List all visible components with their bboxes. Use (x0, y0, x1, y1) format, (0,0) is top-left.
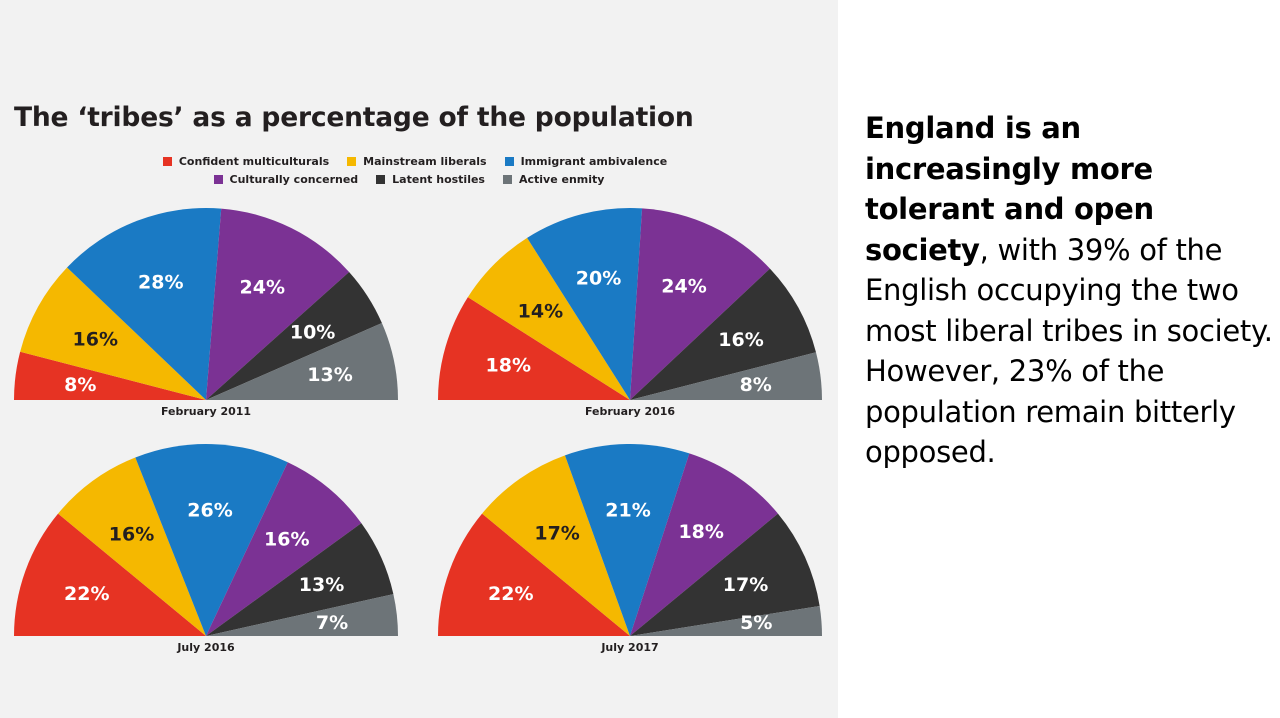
legend-swatch (502, 175, 512, 184)
slice-active-enmity (206, 594, 398, 636)
semicircle-charts: 8% 16% 28% 24% 10% 13% February 2011 18% 14% 20% 2… (13, 207, 822, 654)
chart-caption: February 2011 (161, 405, 251, 418)
slice-value-label: 17% (534, 522, 579, 544)
slice-value-label: 16% (718, 329, 763, 351)
slice-mainstream-liberals (467, 237, 630, 400)
slice-latent-hostiles (630, 268, 816, 400)
slice-value-label: 22% (488, 583, 533, 605)
slice-active-enmity (206, 323, 398, 400)
slice-value-label: 8% (64, 374, 96, 396)
slice-value-label: 5% (740, 612, 772, 634)
legend-swatch (213, 175, 223, 184)
legend-item: Mainstream liberals (347, 155, 487, 168)
legend-swatch (504, 157, 514, 166)
slice-confident-multiculturals (13, 351, 206, 400)
legend-label: Confident multiculturals (178, 155, 330, 168)
slice-culturally-concerned (206, 462, 362, 636)
slice-confident-multiculturals (14, 513, 206, 636)
chart-caption: July 2017 (600, 641, 658, 654)
slice-immigrant-ambivalence (67, 207, 222, 400)
slice-value-label: 21% (605, 499, 650, 521)
chart-caption: July 2016 (176, 641, 235, 654)
legend-label: Mainstream liberals (363, 155, 487, 168)
slice-value-label: 24% (661, 275, 706, 297)
legend-label: Latent hostiles (392, 173, 485, 186)
summary-bold: England is an increasingly more tolerant… (865, 111, 1154, 267)
legend-row-2: Culturally concerned Latent hostiles Act… (0, 173, 828, 186)
slice-value-label: 24% (240, 277, 285, 299)
slice-active-enmity (630, 605, 822, 636)
slice-latent-hostiles (206, 271, 382, 400)
slice-value-label: 26% (187, 499, 232, 521)
slice-value-label: 18% (678, 521, 723, 543)
slice-mainstream-liberals (482, 455, 630, 636)
legend-label: Culturally concerned (229, 173, 359, 186)
slice-value-label: 16% (264, 528, 309, 550)
legend-item: Culturally concerned (213, 173, 359, 186)
chart-0: 8% 16% 28% 24% 10% 13% February 2011 (13, 207, 398, 418)
slice-latent-hostiles (206, 523, 394, 636)
chart-1: 18% 14% 20% 24% 16% 8% February 2016 (438, 208, 822, 418)
legend-label: Immigrant ambivalence (520, 155, 668, 168)
legend-swatch (376, 175, 386, 184)
slice-mainstream-liberals (20, 267, 207, 400)
slice-mainstream-liberals (58, 457, 207, 636)
slice-value-label: 22% (64, 583, 109, 605)
slice-culturally-concerned (206, 208, 350, 400)
legend-item: Latent hostiles (376, 173, 485, 186)
summary-text: England is an increasingly more tolerant… (865, 108, 1275, 473)
slice-value-label: 18% (486, 355, 531, 377)
legend-swatch (162, 157, 172, 166)
slice-value-label: 13% (307, 364, 352, 386)
slice-immigrant-ambivalence (564, 444, 690, 636)
legend-item: Immigrant ambivalence (504, 155, 668, 168)
slice-value-label: 13% (299, 574, 344, 596)
slice-latent-hostiles (630, 513, 820, 636)
chart-panel: The ‘tribes’ as a percentage of the popu… (0, 0, 838, 718)
slice-value-label: 28% (138, 272, 183, 294)
chart-2: 22% 16% 26% 16% 13% 7% July 2016 (14, 443, 398, 654)
slice-value-label: 20% (576, 267, 621, 289)
chart-3: 22% 17% 21% 18% 17% 5% July 2017 (438, 444, 822, 654)
slice-immigrant-ambivalence (527, 208, 643, 400)
chart-title: The ‘tribes’ as a percentage of the popu… (14, 102, 694, 133)
slice-value-label: 16% (73, 328, 118, 350)
slice-value-label: 16% (109, 524, 154, 546)
legend-item: Confident multiculturals (162, 155, 330, 168)
slice-confident-multiculturals (438, 297, 630, 400)
slice-value-label: 8% (740, 374, 772, 396)
slice-active-enmity (630, 352, 822, 400)
legend-label: Active enmity (518, 173, 605, 186)
slice-value-label: 17% (723, 574, 768, 596)
slice-value-label: 10% (290, 322, 335, 344)
legend-swatch (347, 157, 357, 166)
slice-culturally-concerned (630, 208, 770, 400)
slice-confident-multiculturals (438, 513, 630, 636)
legend-item: Active enmity (502, 173, 605, 186)
slice-value-label: 7% (316, 612, 348, 634)
slice-immigrant-ambivalence (135, 443, 288, 636)
chart-caption: February 2016 (585, 405, 675, 418)
legend-row-1: Confident multiculturals Mainstream libe… (0, 155, 834, 168)
slice-value-label: 14% (518, 300, 563, 322)
slice-culturally-concerned (630, 453, 778, 636)
summary-rest: , with 39% of the English occupying the … (865, 232, 1273, 470)
